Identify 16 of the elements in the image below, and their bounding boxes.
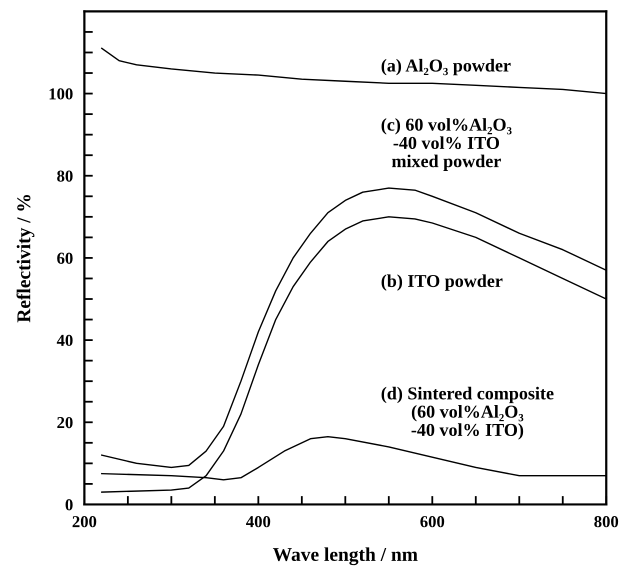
x-tick-label: 400 (246, 516, 270, 528)
y-tick-label: 80 (57, 170, 73, 182)
y-tick-label: 20 (57, 416, 73, 428)
series-label: (a) Al₂O₃ powder (382, 58, 511, 76)
series-label: (d) Sintered composite (60 vol%Al₂O₃ -40 vol% ITO) (382, 386, 554, 440)
x-tick-label: 800 (594, 516, 618, 528)
x-tick-label: 600 (420, 516, 444, 528)
series-label: (b) ITO powder (382, 274, 502, 291)
y-axis-title: Reflectivity / % (16, 194, 34, 322)
y-tick-label: 40 (56, 334, 73, 346)
series-label: (c) 60 vol%Al₂O₃ -40 vol% ITO mixed powder (382, 118, 512, 171)
y-tick-label: 0 (66, 499, 73, 510)
y-tick-label: 60 (57, 252, 73, 264)
x-tick-label: 200 (72, 516, 96, 528)
x-axis-title: Wave length / nm (272, 547, 418, 566)
y-tick-label: 100 (50, 88, 73, 100)
